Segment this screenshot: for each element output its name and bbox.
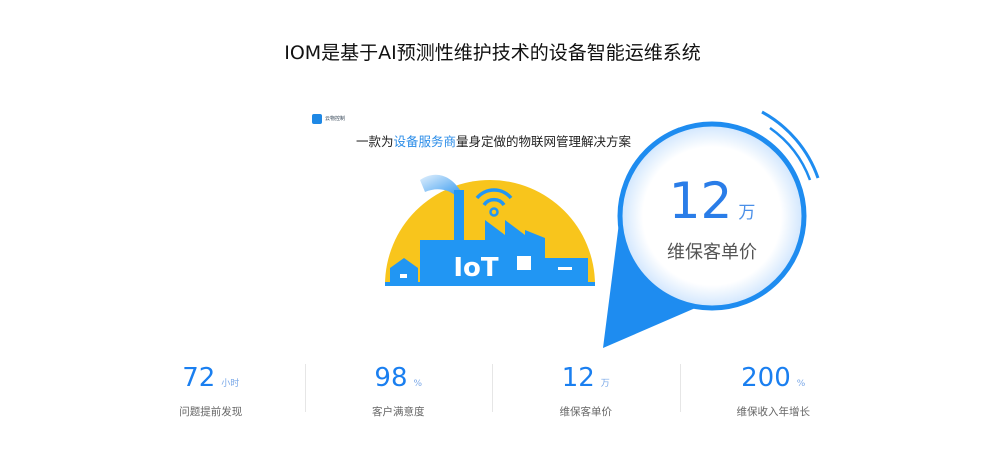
- iot-factory-illustration: IoT: [385, 174, 595, 286]
- bubble-value: 12 万: [622, 172, 802, 230]
- chimney: [454, 190, 464, 240]
- stat-item: 12 万 维保客单价: [492, 362, 680, 418]
- slogan-highlight: 设备服务商: [393, 134, 457, 149]
- stat-item: 200% 维保收入年增长: [679, 362, 868, 418]
- stat-unit: 小时: [221, 379, 240, 389]
- stat-label: 问题提前发现: [179, 406, 243, 418]
- brand-logo: 云物控制: [312, 114, 345, 124]
- signal-arc: [769, 126, 812, 181]
- stat-item: 72 小时 问题提前发现: [117, 362, 305, 418]
- bubble-pointer: [603, 215, 700, 348]
- wifi-icon: [475, 188, 513, 217]
- stat-value: 72: [182, 363, 216, 393]
- slogan-pre: 一款为: [356, 134, 394, 149]
- stat-value: 98: [374, 363, 408, 393]
- signal-arc: [761, 110, 820, 179]
- bubble-number: 12: [668, 172, 733, 230]
- logo-text: 云物控制: [325, 115, 346, 122]
- stat-label: 客户满意度: [372, 406, 425, 418]
- stat-value: 200: [741, 363, 791, 393]
- iot-label: IoT: [453, 253, 499, 283]
- stat-value: 12: [561, 363, 595, 393]
- stat-unit: %: [796, 379, 806, 389]
- slogan-post: 量身定做的物联网管理解决方案: [456, 134, 632, 149]
- stat-label: 维保客单价: [559, 406, 613, 418]
- page-title: IOM是基于AI预测性维护技术的设备智能运维系统: [284, 42, 701, 64]
- stat-unit: %: [413, 379, 423, 389]
- smoke: [420, 174, 460, 195]
- stats-row: 72 小时 问题提前发现 98% 客户满意度 12 万 维保客单价 200% 维保收…: [117, 362, 868, 418]
- bubble-label: 维保客单价: [667, 242, 757, 263]
- stat-item: 98% 客户满意度: [304, 362, 493, 418]
- logo-icon: [312, 114, 322, 124]
- house: [390, 258, 418, 282]
- bubble-unit: 万: [738, 203, 756, 223]
- factory: [420, 220, 545, 282]
- price-bubble: [603, 110, 820, 348]
- stat-label: 维保收入年增长: [736, 406, 811, 418]
- slogan: 一款为设备服务商量身定做的物联网管理解决方案: [356, 131, 631, 150]
- stat-unit: 万: [600, 379, 610, 389]
